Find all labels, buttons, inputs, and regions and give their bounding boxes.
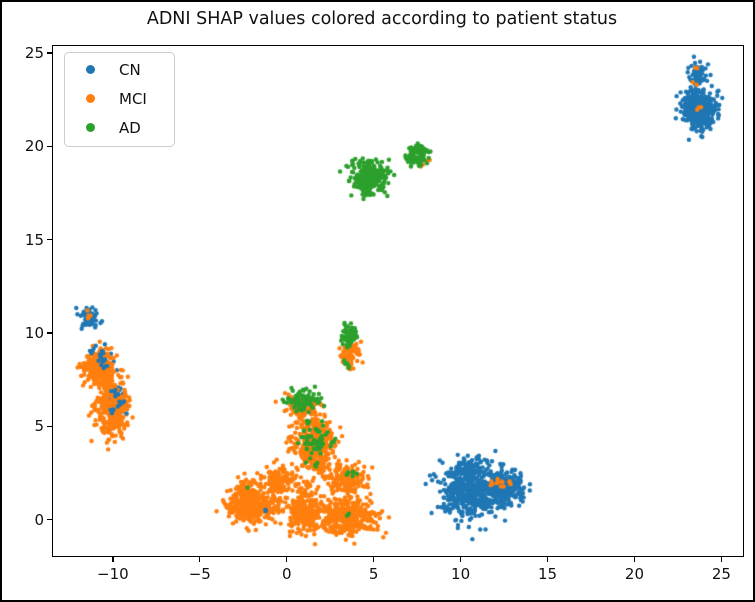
x-tick-label: 20 — [624, 565, 644, 583]
legend-marker-dot-icon — [86, 65, 95, 74]
legend-item-ad: AD — [65, 113, 174, 142]
y-tick-mark — [47, 425, 52, 428]
y-tick-label: 20 — [24, 137, 44, 156]
y-tick-mark — [47, 145, 52, 148]
y-tick-mark — [47, 52, 52, 54]
x-tick-mark — [372, 557, 375, 562]
legend-marker-dot-icon — [86, 123, 95, 132]
y-tick-mark — [47, 518, 52, 521]
plot-area — [52, 45, 744, 557]
x-tick-mark — [720, 557, 723, 562]
x-tick-label: 5 — [368, 565, 379, 583]
legend-item-mci: MCI — [65, 84, 174, 113]
x-tick-mark — [546, 557, 549, 562]
legend-label: MCI — [119, 89, 147, 108]
x-tick-mark — [112, 557, 114, 562]
y-tick-label: 15 — [24, 230, 44, 249]
legend: CN MCI AD — [64, 52, 175, 147]
x-tick-mark — [286, 557, 288, 562]
x-tick-label: 10 — [451, 565, 471, 583]
x-tick-label: 25 — [711, 565, 731, 583]
legend-item-cn: CN — [65, 55, 174, 84]
x-tick-label: −5 — [188, 565, 211, 583]
legend-marker-dot-icon — [86, 94, 95, 103]
x-tick-label: 0 — [281, 565, 292, 583]
x-tick-mark — [633, 557, 636, 562]
y-tick-label: 25 — [24, 44, 44, 63]
x-tick-label: −10 — [97, 565, 129, 583]
y-tick-label: 5 — [34, 417, 44, 436]
x-tick-mark — [199, 557, 201, 562]
y-tick-mark — [47, 332, 52, 334]
x-tick-mark — [459, 557, 462, 562]
legend-label: AD — [119, 118, 141, 137]
x-tick-label: 15 — [537, 565, 558, 583]
y-tick-label: 0 — [34, 510, 44, 529]
legend-label: CN — [119, 60, 141, 79]
y-tick-label: 10 — [24, 324, 44, 342]
y-tick-mark — [47, 238, 52, 241]
